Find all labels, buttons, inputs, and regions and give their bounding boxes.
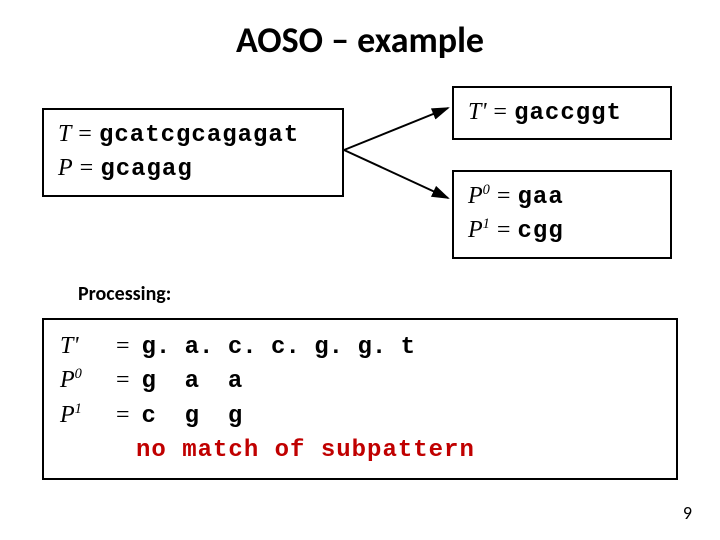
pattern-split-box: P0 = gaa P1 = cgg [452, 170, 672, 259]
T-label: T [58, 121, 71, 147]
proc-P0-line: P0= g a a [60, 364, 660, 398]
Tprime-line: T' = gaccggt [468, 96, 656, 130]
T-line: T = gcatcgcagagat [58, 118, 328, 152]
no-match-text: no match of subpattern [136, 437, 475, 464]
P1-label: P [468, 217, 483, 243]
P0-label: P [468, 183, 483, 209]
proc-P1-sup: 1 [75, 401, 82, 417]
arrow-down [344, 150, 448, 198]
Tprime-label: T' [468, 99, 486, 125]
proc-no-match-line: no match of subpattern [60, 433, 660, 467]
P1-line: P1 = cgg [468, 214, 656, 248]
arrow-up [344, 108, 448, 150]
P0-sup: 0 [483, 182, 490, 198]
P1-value: cgg [518, 218, 564, 245]
slide-title: AOSO – example [0, 18, 720, 62]
proc-Tp-seq: g. a. c. c. g. g. t [141, 334, 415, 361]
split-arrows [344, 100, 454, 240]
tprime-box: T' = gaccggt [452, 86, 672, 140]
proc-P1-line: P1= c g g [60, 399, 660, 433]
processing-box: T'= g. a. c. c. g. g. t P0= g a a P1= c … [42, 318, 678, 480]
proc-Tp-label: T' [60, 333, 78, 359]
T-value: gcatcgcagagat [99, 122, 299, 149]
input-box: T = gcatcgcagagat P = gcagag [42, 108, 344, 197]
P1-sup: 1 [483, 216, 490, 232]
proc-P1-label: P [60, 402, 75, 428]
Tprime-value: gaccggt [514, 100, 622, 127]
page-number: 9 [683, 502, 692, 524]
proc-P0-label: P [60, 367, 75, 393]
proc-P0-seq: g a a [141, 368, 242, 395]
proc-P1-seq: c g g [141, 403, 242, 430]
P-line: P = gcagag [58, 152, 328, 186]
P-value: gcagag [100, 156, 192, 183]
proc-P0-sup: 0 [75, 366, 82, 382]
processing-heading: Processing: [78, 282, 171, 306]
proc-Tprime-line: T'= g. a. c. c. g. g. t [60, 330, 660, 364]
P-label: P [58, 155, 73, 181]
P0-line: P0 = gaa [468, 180, 656, 214]
P0-value: gaa [518, 184, 564, 211]
